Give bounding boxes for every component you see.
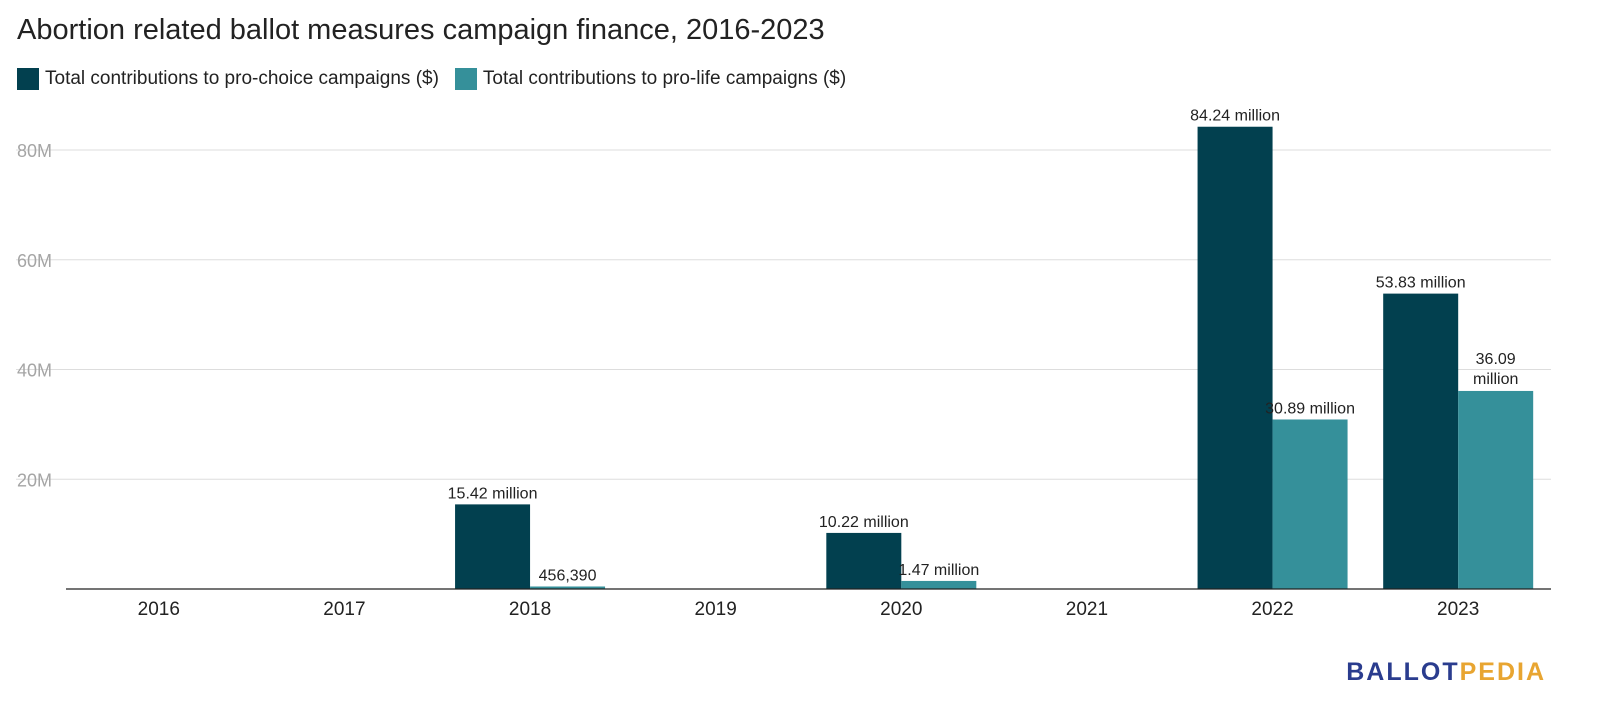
bar: [1458, 390, 1534, 589]
data-label: 53.83 million: [1376, 275, 1466, 292]
logo-part-pedia: PEDIA: [1459, 658, 1546, 686]
legend-swatch-pro-choice: [17, 68, 39, 90]
bar: [901, 580, 977, 589]
y-tick-label: 80M: [17, 141, 52, 161]
x-tick-label: 2023: [1437, 599, 1479, 620]
bar: [1383, 293, 1459, 589]
legend-item-pro-choice: Total contributions to pro-choice campai…: [17, 68, 439, 90]
y-tick-label: 60M: [17, 251, 52, 271]
bar: [1197, 126, 1273, 589]
x-tick-label: 2021: [1066, 599, 1108, 620]
legend-item-pro-life: Total contributions to pro-life campaign…: [454, 68, 847, 90]
data-label: 15.42 million: [448, 485, 538, 502]
data-label: million: [1473, 371, 1518, 388]
data-label: 1.47 million: [898, 562, 979, 579]
legend-label-pro-life: Total contributions to pro-life campaign…: [482, 68, 847, 89]
chart-title: Abortion related ballot measures campaig…: [17, 14, 825, 46]
data-label: 30.89 million: [1265, 400, 1355, 417]
legend: Total contributions to pro-choice campai…: [17, 68, 862, 90]
ballotpedia-logo: BALLOTPEDIA: [1346, 658, 1546, 687]
x-tick-label: 2020: [880, 599, 922, 620]
x-tick-label: 2019: [695, 599, 737, 620]
bar: [530, 586, 606, 589]
legend-swatch-pro-life: [454, 68, 477, 90]
bar: [1272, 419, 1348, 589]
y-tick-label: 20M: [17, 470, 52, 490]
data-label: 10.22 million: [819, 514, 909, 531]
logo-part-ballot: BALLOT: [1346, 658, 1460, 686]
bar: [455, 504, 531, 589]
x-tick-label: 2018: [509, 599, 551, 620]
x-tick-label: 2022: [1251, 599, 1293, 620]
y-tick-label: 40M: [17, 361, 52, 381]
bar: [826, 532, 902, 589]
legend-label-pro-choice: Total contributions to pro-choice campai…: [45, 68, 439, 89]
data-label: 36.09: [1476, 351, 1516, 368]
data-label: 456,390: [539, 567, 597, 584]
x-tick-label: 2016: [138, 599, 180, 620]
data-label: 84.24 million: [1190, 108, 1280, 125]
x-tick-label: 2017: [323, 599, 365, 620]
